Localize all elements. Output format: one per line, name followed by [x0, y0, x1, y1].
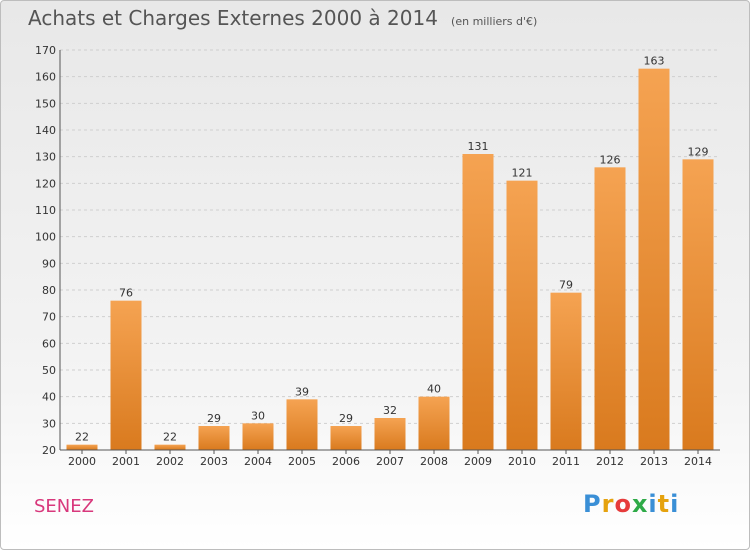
bar [418, 396, 450, 450]
data-label: 39 [295, 385, 309, 398]
y-tick-label: 60 [42, 337, 56, 350]
y-tick-label: 90 [42, 257, 56, 270]
x-tick-label: 2013 [640, 455, 668, 468]
y-tick-label: 140 [35, 124, 56, 137]
data-label: 126 [600, 153, 621, 166]
data-label: 40 [427, 383, 441, 396]
data-label: 30 [251, 409, 265, 422]
y-tick-label: 30 [42, 417, 56, 430]
y-tick-label: 50 [42, 364, 56, 377]
data-label: 22 [75, 431, 89, 444]
bar [550, 292, 582, 450]
x-tick-label: 2009 [464, 455, 492, 468]
bar [110, 300, 142, 450]
bar [330, 426, 362, 450]
logo-letter: i [648, 490, 658, 518]
x-tick-label: 2001 [112, 455, 140, 468]
logo-letter: i [670, 490, 680, 518]
chart-subtitle: (en milliers d'€) [451, 15, 538, 28]
axes: 20 30 40 50 60 70 80 90 100 110 120 130 140 150 160 170… [35, 44, 720, 468]
proxiti-logo[interactable]: Proxiti [583, 490, 679, 518]
bar [66, 444, 98, 450]
data-label: 129 [688, 145, 709, 158]
y-tick-label: 20 [42, 444, 56, 457]
data-label: 121 [512, 167, 533, 180]
y-tick-label: 100 [35, 231, 56, 244]
y-tick-label: 70 [42, 311, 56, 324]
title-row: Achats et Charges Externes 2000 à 2014 (… [28, 6, 537, 30]
logo-letter: r [601, 490, 615, 518]
x-tick-label: 2003 [200, 455, 228, 468]
x-tick-label: 2006 [332, 455, 360, 468]
data-label: 29 [207, 412, 221, 425]
bar [286, 399, 318, 450]
data-label: 29 [339, 412, 353, 425]
x-tick-label: 2011 [552, 455, 580, 468]
bars: 22 76 22 29 30 39 29 32 40 131 121 79 126 163 129 [66, 55, 714, 451]
y-tick-label: 110 [35, 204, 56, 217]
bar [374, 418, 406, 450]
bar [506, 180, 538, 450]
logo-letter: P [583, 490, 602, 518]
data-label: 76 [119, 287, 133, 300]
y-tick-label: 80 [42, 284, 56, 297]
x-tick-label: 2012 [596, 455, 624, 468]
x-tick-label: 2005 [288, 455, 316, 468]
data-label: 32 [383, 404, 397, 417]
bar [242, 423, 274, 450]
bar [462, 154, 494, 450]
data-label: 79 [559, 279, 573, 292]
y-tick-label: 130 [35, 151, 56, 164]
y-tick-label: 160 [35, 71, 56, 84]
data-label: 131 [468, 140, 489, 153]
x-tick-label: 2008 [420, 455, 448, 468]
x-tick-label: 2000 [68, 455, 96, 468]
y-tick-label: 170 [35, 44, 56, 57]
place-name: SENEZ [34, 496, 94, 517]
x-tick-label: 2010 [508, 455, 536, 468]
y-tick-label: 150 [35, 97, 56, 110]
bar [198, 426, 230, 450]
bar [638, 68, 670, 451]
bar [682, 159, 714, 451]
x-tick-label: 2002 [156, 455, 184, 468]
data-label: 163 [644, 55, 665, 68]
bar [594, 167, 626, 451]
logo-letter: t [657, 490, 671, 518]
x-tick-label: 2007 [376, 455, 404, 468]
chart-title: Achats et Charges Externes 2000 à 2014 [28, 6, 438, 30]
y-tick-label: 120 [35, 177, 56, 190]
bar [154, 444, 186, 450]
y-tick-label: 40 [42, 391, 56, 404]
logo-letter: o [614, 490, 632, 518]
logo-letter: x [631, 490, 649, 518]
data-label: 22 [163, 431, 177, 444]
x-tick-label: 2004 [244, 455, 272, 468]
x-tick-label: 2014 [684, 455, 712, 468]
